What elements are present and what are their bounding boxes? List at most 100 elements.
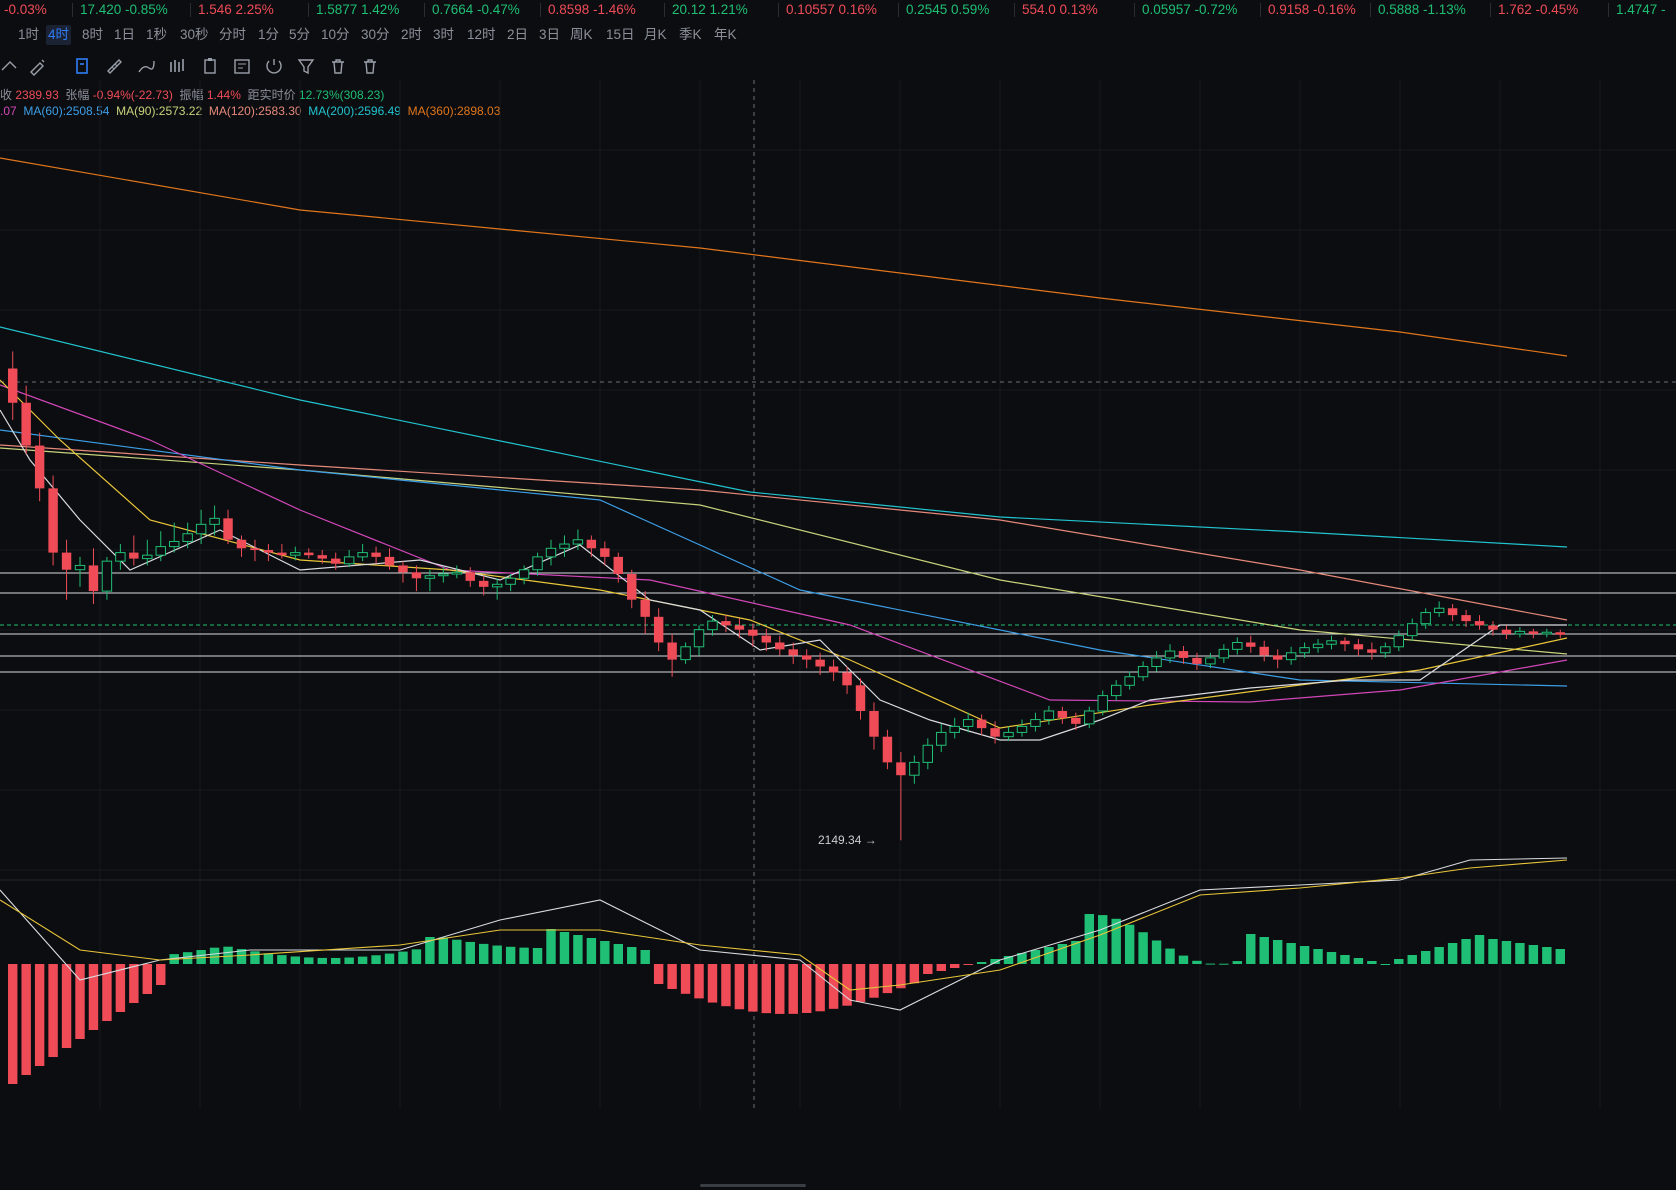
macd-bar xyxy=(788,964,798,1014)
macd-bar xyxy=(532,947,543,964)
candle-style-icon[interactable] xyxy=(200,56,220,76)
filter-icon[interactable] xyxy=(328,56,348,76)
magnet-icon[interactable] xyxy=(296,56,316,76)
ticker-item[interactable]: 1.5877 1.42% xyxy=(316,2,400,17)
macd-bar xyxy=(1434,947,1444,964)
ma120-line xyxy=(0,444,1568,621)
ticker-item[interactable]: 1.4747 - xyxy=(1616,2,1666,17)
macd-bar xyxy=(1030,950,1041,964)
ticker-item[interactable]: 554.0 0.13% xyxy=(1022,2,1098,17)
macd-bar xyxy=(1057,944,1068,964)
pencil-icon[interactable] xyxy=(168,56,188,76)
candle-body xyxy=(61,552,72,570)
ticker-item[interactable]: 0.2545 0.59% xyxy=(906,2,990,17)
macd-bar xyxy=(680,964,691,994)
timeframe-12[interactable]: 3时 xyxy=(433,27,455,42)
candle-body xyxy=(1205,657,1216,665)
ma360-value: MA(360):2898.03 xyxy=(407,104,501,118)
macd-bar xyxy=(425,936,435,964)
ticker-divider xyxy=(1370,3,1371,17)
draw-cursor-icon[interactable] xyxy=(72,56,92,76)
candle-body xyxy=(1367,649,1377,653)
timeframe-14[interactable]: 2日 xyxy=(507,27,529,42)
candle-body xyxy=(1501,629,1512,634)
ticker-item[interactable]: 0.05957 -0.72% xyxy=(1142,2,1238,17)
macd-bar xyxy=(990,959,1000,964)
ticker-item[interactable]: 17.420 -0.85% xyxy=(80,2,168,17)
timeframe-15[interactable]: 3日 xyxy=(539,27,561,42)
timeframe-13[interactable]: 12时 xyxy=(467,27,496,42)
candle-body xyxy=(1137,665,1149,678)
timeframe-9[interactable]: 10分 xyxy=(321,27,350,42)
ticker-item[interactable]: 0.10557 0.16% xyxy=(786,2,877,17)
macd-bar xyxy=(1124,924,1135,964)
candle-body xyxy=(1514,630,1526,635)
notes-icon[interactable] xyxy=(264,56,284,76)
timeframe-10[interactable]: 30分 xyxy=(361,27,390,42)
layout-icon[interactable] xyxy=(0,56,20,76)
timeframe-8[interactable]: 5分 xyxy=(289,27,311,42)
ticker-item[interactable]: 1.546 2.25% xyxy=(198,2,274,17)
ticker-divider xyxy=(308,3,309,17)
macd-bar xyxy=(21,964,31,1075)
ticker-item[interactable]: 0.7664 -0.47% xyxy=(432,2,520,17)
timeframe-3[interactable]: 1日 xyxy=(114,27,136,42)
candle-body xyxy=(371,552,381,557)
candle-body xyxy=(304,552,314,556)
timeframe-18[interactable]: 月K xyxy=(644,27,667,42)
macd-bar xyxy=(1394,959,1404,964)
macd-bar xyxy=(976,962,987,964)
candle-body xyxy=(169,540,180,548)
ma120-value: MA(120):2583.30 xyxy=(208,104,302,118)
candle-body xyxy=(182,533,193,542)
chart-scroll-handle[interactable] xyxy=(700,1184,806,1187)
macd-bar xyxy=(1071,941,1081,964)
ticker-divider xyxy=(1260,3,1261,17)
candle-body xyxy=(451,571,463,575)
timeframe-1[interactable]: 4时 xyxy=(46,25,72,45)
macd-bar xyxy=(250,951,260,964)
candle-body xyxy=(600,548,610,557)
candle-body xyxy=(1259,646,1269,656)
trash-icon[interactable] xyxy=(360,56,380,76)
candlestick-chart[interactable]: 2149.34 → xyxy=(0,80,1676,1190)
timeframe-7[interactable]: 1分 xyxy=(258,27,280,42)
macd-bar xyxy=(1340,955,1350,964)
candle-body xyxy=(667,642,677,660)
candle-body xyxy=(1488,625,1498,630)
macd-bar xyxy=(223,946,233,964)
macd-bar xyxy=(317,957,327,964)
timeframe-4[interactable]: 1秒 xyxy=(146,27,168,42)
timeframe-11[interactable]: 2时 xyxy=(401,27,423,42)
ticker-item[interactable]: -0.03% xyxy=(4,2,47,17)
timeframe-2[interactable]: 8时 xyxy=(82,27,104,42)
ticker-item[interactable]: 20.12 1.21% xyxy=(672,2,748,17)
timeframe-19[interactable]: 季K xyxy=(679,27,702,42)
ticker-item[interactable]: 0.9158 -0.16% xyxy=(1268,2,1356,17)
timeframe-5[interactable]: 30秒 xyxy=(180,27,209,42)
ticker-item[interactable]: 1.762 -0.45% xyxy=(1498,2,1579,17)
brush-settings-icon[interactable] xyxy=(28,56,48,76)
ticker-item[interactable]: 0.5888 -1.13% xyxy=(1378,2,1466,17)
candle-body xyxy=(1124,676,1135,686)
brush-icon[interactable] xyxy=(136,56,156,76)
macd-bar xyxy=(667,964,677,989)
candle-body xyxy=(1110,684,1122,697)
ticker-item[interactable]: 0.8598 -1.46% xyxy=(548,2,636,17)
timeframe-17[interactable]: 15日 xyxy=(606,27,635,42)
change-label: 张幅 xyxy=(65,88,90,102)
candle-body xyxy=(613,556,623,575)
clipboard-icon[interactable] xyxy=(232,56,252,76)
timeframe-bar: 1时 4时 8时 1日 1秒 30秒 分时 1分 5分 10分 30分 2时 3时 12时 2日 3日 周K 15… xyxy=(0,22,1676,50)
candle-body xyxy=(1043,710,1055,721)
ticker-divider xyxy=(1608,3,1609,17)
timeframe-0[interactable]: 1时 xyxy=(18,27,40,42)
measure-ruler-icon[interactable] xyxy=(104,56,124,76)
candle-body xyxy=(1097,695,1108,712)
candle-body xyxy=(195,523,207,535)
timeframe-16[interactable]: 周K xyxy=(570,27,593,42)
timeframe-20[interactable]: 年K xyxy=(714,27,737,42)
candle-body xyxy=(343,556,355,565)
macd-bar xyxy=(748,964,758,1012)
timeframe-6[interactable]: 分时 xyxy=(219,27,246,42)
